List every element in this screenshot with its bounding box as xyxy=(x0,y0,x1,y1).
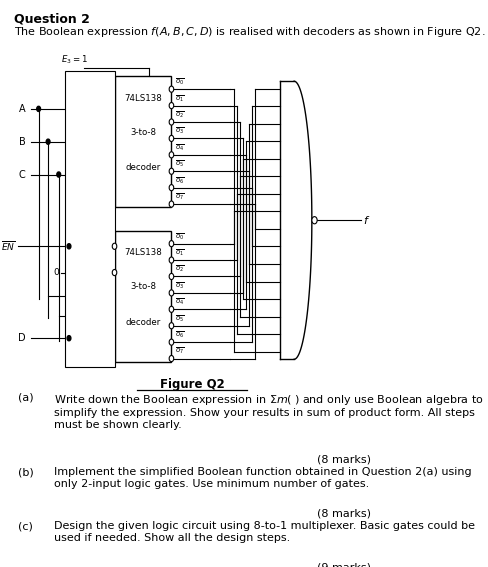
Text: Design the given logic circuit using 8-to-1 multiplexer. Basic gates could be us: Design the given logic circuit using 8-t… xyxy=(54,522,475,543)
Text: decoder: decoder xyxy=(125,163,161,172)
Text: decoder: decoder xyxy=(125,318,161,327)
Text: 74LS138: 74LS138 xyxy=(124,248,162,257)
Circle shape xyxy=(46,139,50,144)
Text: $\overline{o_7}$: $\overline{o_7}$ xyxy=(175,192,185,202)
Text: $\overline{o_5}$: $\overline{o_5}$ xyxy=(175,159,185,169)
Text: Figure Q2: Figure Q2 xyxy=(160,378,224,391)
Circle shape xyxy=(112,269,117,276)
Text: $E_3=1$: $E_3=1$ xyxy=(61,54,88,66)
Text: $\overline{o_0}$: $\overline{o_0}$ xyxy=(175,231,185,242)
Circle shape xyxy=(169,273,174,280)
Circle shape xyxy=(169,356,174,362)
Text: (a): (a) xyxy=(18,393,33,403)
Text: $\overline{o_5}$: $\overline{o_5}$ xyxy=(175,314,185,324)
Circle shape xyxy=(37,106,41,112)
Text: $\overline{o_4}$: $\overline{o_4}$ xyxy=(175,297,185,307)
Text: $f$: $f$ xyxy=(363,214,370,226)
Text: 74LS138: 74LS138 xyxy=(124,94,162,103)
Text: (c): (c) xyxy=(18,522,33,531)
Text: $\overline{o_2}$: $\overline{o_2}$ xyxy=(175,109,185,120)
Text: $\overline{EN}$: $\overline{EN}$ xyxy=(1,239,16,253)
Circle shape xyxy=(169,339,174,345)
Circle shape xyxy=(169,152,174,158)
Circle shape xyxy=(169,323,174,329)
Circle shape xyxy=(169,257,174,263)
Text: $\overline{o_6}$: $\overline{o_6}$ xyxy=(175,330,185,340)
Text: C: C xyxy=(19,170,25,180)
Circle shape xyxy=(57,172,61,177)
Text: $\overline{o_4}$: $\overline{o_4}$ xyxy=(175,142,185,153)
Text: B: B xyxy=(19,137,25,147)
Circle shape xyxy=(112,243,117,249)
Text: Write down the Boolean expression in $\Sigma m(\;)$ and only use Boolean algebra: Write down the Boolean expression in $\S… xyxy=(54,393,484,430)
Circle shape xyxy=(169,185,174,191)
Circle shape xyxy=(67,336,71,341)
Circle shape xyxy=(169,119,174,125)
Text: $\overline{o_3}$: $\overline{o_3}$ xyxy=(175,126,185,137)
Text: $\overline{o_6}$: $\overline{o_6}$ xyxy=(175,175,185,185)
Circle shape xyxy=(169,290,174,296)
Circle shape xyxy=(169,201,174,207)
Text: The Boolean expression $f(A, B, C, D)$ is realised with decoders as shown in Fig: The Boolean expression $f(A, B, C, D)$ i… xyxy=(14,24,486,39)
Text: (b): (b) xyxy=(18,467,34,477)
Circle shape xyxy=(312,217,317,224)
Circle shape xyxy=(169,240,174,247)
Circle shape xyxy=(169,103,174,109)
Text: 0: 0 xyxy=(54,268,60,277)
Text: $\overline{o_2}$: $\overline{o_2}$ xyxy=(175,264,185,274)
Circle shape xyxy=(169,306,174,312)
Text: $\overline{o_0}$: $\overline{o_0}$ xyxy=(175,77,185,87)
Text: (8 marks): (8 marks) xyxy=(317,455,371,464)
Text: D: D xyxy=(18,333,25,343)
FancyBboxPatch shape xyxy=(115,231,171,362)
Text: $\overline{o_7}$: $\overline{o_7}$ xyxy=(175,346,185,357)
Text: Question 2: Question 2 xyxy=(14,12,90,26)
Circle shape xyxy=(169,86,174,92)
Circle shape xyxy=(169,136,174,142)
Text: $\overline{o_3}$: $\overline{o_3}$ xyxy=(175,281,185,291)
Text: $\overline{o_1}$: $\overline{o_1}$ xyxy=(175,93,185,104)
Circle shape xyxy=(169,168,174,174)
Text: 3-to-8: 3-to-8 xyxy=(130,282,156,291)
Text: A: A xyxy=(19,104,25,114)
FancyBboxPatch shape xyxy=(115,76,171,208)
Text: (8 marks): (8 marks) xyxy=(317,509,371,519)
Text: 3-to-8: 3-to-8 xyxy=(130,128,156,137)
Text: (9 marks): (9 marks) xyxy=(317,562,371,567)
Text: $\overline{o_1}$: $\overline{o_1}$ xyxy=(175,248,185,258)
Circle shape xyxy=(67,244,71,249)
FancyBboxPatch shape xyxy=(65,71,115,367)
Text: Implement the simplified Boolean function obtained in Question 2(a) using only 2: Implement the simplified Boolean functio… xyxy=(54,467,471,489)
